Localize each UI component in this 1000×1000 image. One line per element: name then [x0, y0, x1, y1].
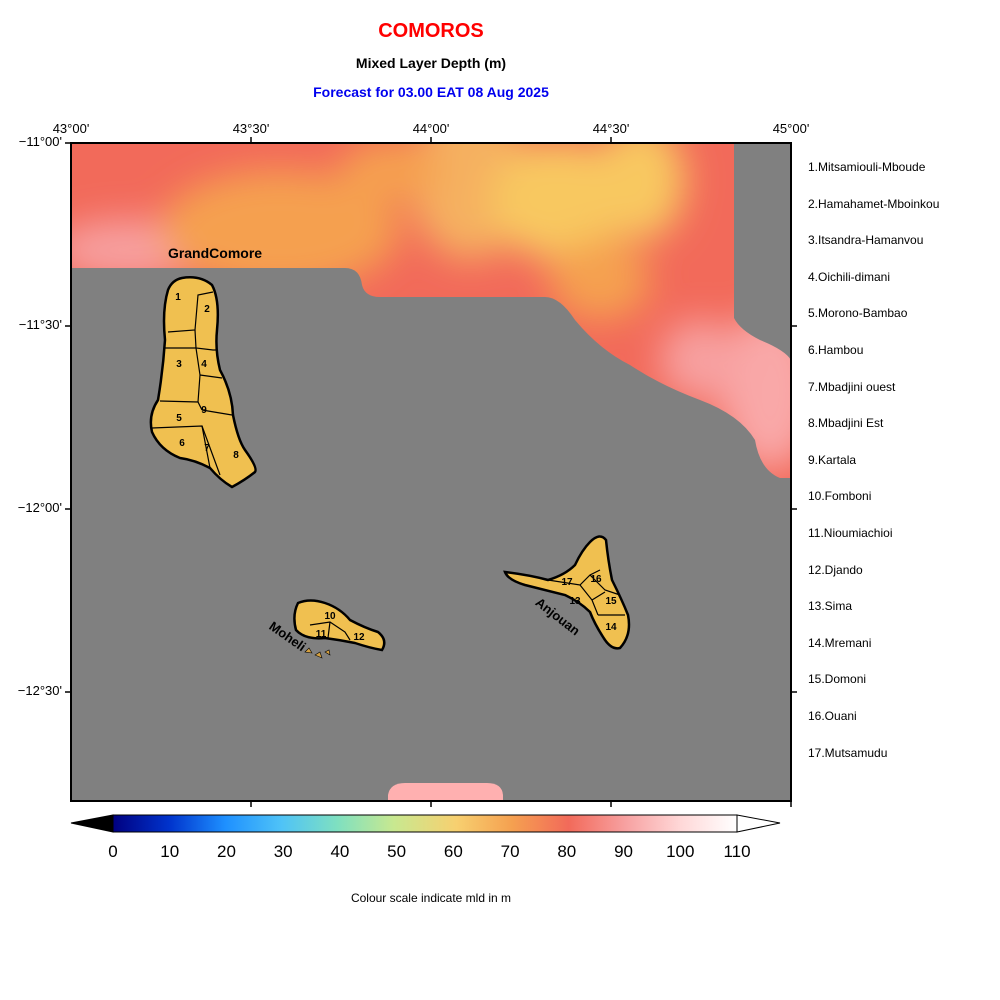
- masked-region-ne: [734, 143, 791, 318]
- legend-item: 16.Ouani: [808, 708, 857, 723]
- legend-item: 3.Itsandra-Hamanvou: [808, 233, 924, 248]
- label-grand-comore: GrandComore: [168, 245, 262, 261]
- mld-blobs: [71, 143, 791, 470]
- region-number: 3: [176, 359, 182, 370]
- region-number: 8: [233, 450, 239, 461]
- colorbar-tick-label: 90: [614, 842, 633, 861]
- region-legend: 1.Mitsamiouli-Mboude 2.Hamahamet-Mboinkou…: [808, 158, 939, 780]
- lat-label-12-00: −12°00': [17, 500, 62, 515]
- region-number: 6: [179, 438, 185, 449]
- colorbar-tick-label: 10: [160, 842, 180, 861]
- axis-ticks: [65, 137, 797, 807]
- lat-label-11-00: −11°00': [18, 134, 62, 149]
- lat-label-12-30: −12°30': [17, 683, 62, 698]
- region-number: 11: [316, 629, 327, 640]
- colorbar-tick-label: 20: [216, 842, 236, 861]
- map-title: COMOROS: [378, 20, 484, 42]
- region-number: 5: [176, 413, 182, 424]
- colorbar-tick-label: 40: [330, 842, 350, 861]
- region-number: 9: [201, 405, 207, 416]
- legend-item: 12.Djando: [808, 562, 863, 577]
- sea-patch-south: [388, 783, 503, 801]
- colorbar-max-arrow: [736, 814, 781, 833]
- colorbar-gradient: [112, 814, 738, 833]
- lon-label-44-30: 44°30': [592, 121, 630, 136]
- legend-item: 1.Mitsamiouli-Mboude: [808, 160, 926, 174]
- masked-region: [71, 268, 791, 801]
- legend-item: 7.Mbadjini ouest: [808, 379, 896, 394]
- region-number: 14: [605, 622, 617, 633]
- colorbar-tick-label: 50: [387, 842, 407, 861]
- colorbar-label: Colour scale indicate mld in m: [350, 891, 512, 905]
- legend-item: 9.Kartala: [808, 452, 857, 467]
- legend-item: 4.Oichili-dimani: [808, 269, 891, 284]
- colorbar-tick-label: 100: [666, 842, 695, 861]
- forecast-time: Forecast for 03.00 EAT 08 Aug 2025: [313, 84, 549, 100]
- legend-item: 2.Hamahamet-Mboinkou: [808, 196, 940, 211]
- lon-label-45-00: 45°00': [772, 121, 810, 136]
- legend-item: 17.Mutsamudu: [808, 745, 888, 760]
- legend-item: 15.Domoni: [808, 672, 867, 687]
- lat-label-11-30: −11°30': [18, 317, 62, 332]
- island-moheli: [293, 599, 386, 652]
- colorbar-tick-label: 70: [500, 842, 520, 861]
- legend-item: 5.Morono-Bambao: [808, 306, 908, 321]
- region-number: 13: [569, 596, 581, 607]
- island-grand-comore: [149, 276, 257, 489]
- region-number: 4: [201, 359, 207, 370]
- legend-item: 14.Mremani: [808, 635, 872, 650]
- colorbar-tick-label: 30: [273, 842, 293, 861]
- region-number: 16: [590, 574, 602, 585]
- colorbar-min-arrow: [70, 814, 114, 833]
- colorbar: [70, 814, 781, 833]
- region-number: 2: [204, 304, 210, 315]
- island-anjouan: [503, 535, 631, 650]
- colorbar-tick-label: 110: [723, 842, 751, 861]
- grand-comore-boundaries: [151, 291, 233, 476]
- legend-item: 6.Hambou: [808, 342, 864, 357]
- region-number: 12: [353, 632, 365, 643]
- colorbar-tick-label: 60: [443, 842, 463, 861]
- region-number: 10: [324, 611, 336, 622]
- legend-item: 13.Sima: [808, 599, 853, 614]
- region-number: 15: [605, 596, 617, 607]
- colorbar-tick-label: 80: [557, 842, 577, 861]
- legend-item: 10.Fomboni: [808, 489, 872, 504]
- legend-item: 11.Nioumiachioi: [808, 525, 893, 540]
- lon-label-43-30: 43°30': [232, 121, 270, 136]
- lon-label-44-00: 44°00': [412, 121, 450, 136]
- region-number: 7: [204, 443, 210, 454]
- legend-item: 8.Mbadjini Est: [808, 416, 884, 431]
- region-number: 1: [175, 292, 181, 303]
- lon-label-43-00: 43°00': [52, 121, 90, 136]
- region-number: 17: [561, 577, 573, 588]
- colorbar-tick-label: 0: [108, 842, 118, 861]
- map-subtitle: Mixed Layer Depth (m): [355, 55, 507, 71]
